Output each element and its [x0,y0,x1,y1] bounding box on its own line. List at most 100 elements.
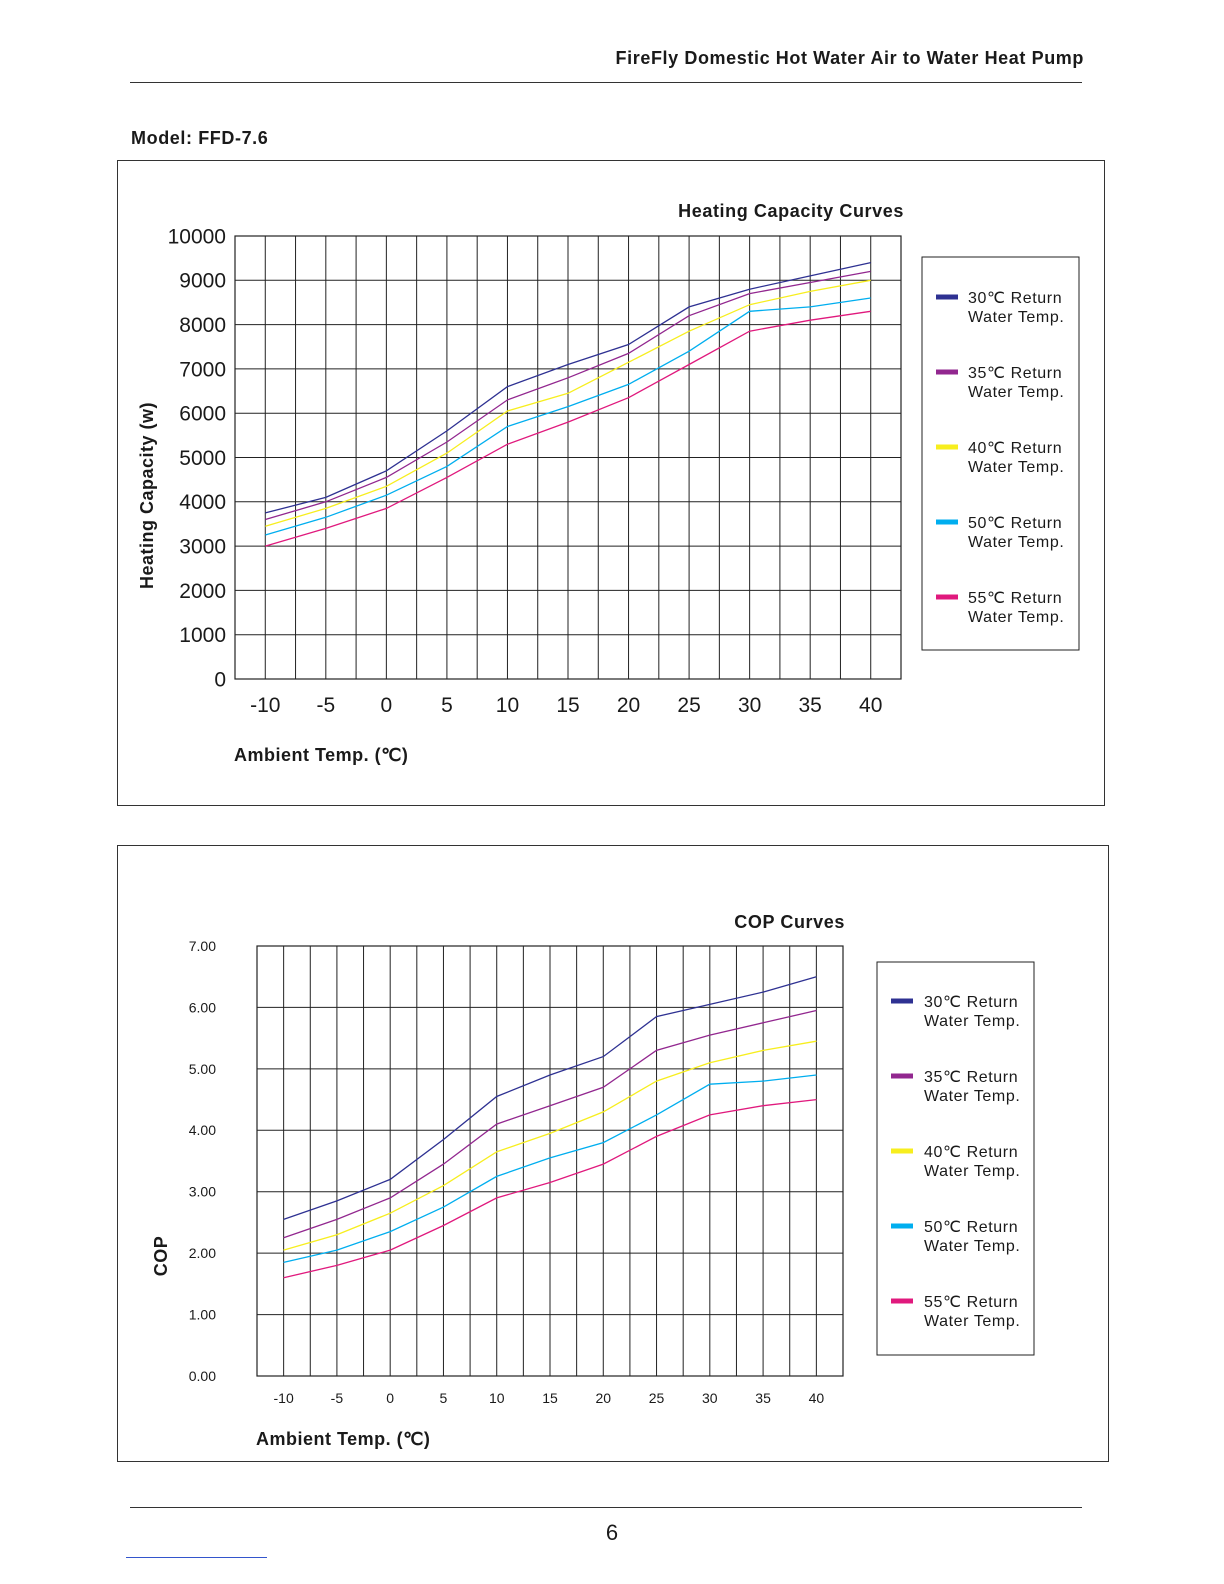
cop-legend-swatch-50 [891,1223,913,1229]
cop-legend-swatch-30 [891,998,913,1004]
heating-legend-box [921,256,1080,651]
cop-chart: COP Curves 0.00 1.00 2.00 3.00 4.00 5.00 6.00 7.… [151,912,1035,1449]
cop-chart-panel: COP Curves 0.00 1.00 2.00 3.00 4.00 5.00 6.00 7.… [117,845,1109,1462]
heating-legend-swatch-50 [936,519,958,525]
cop-x-tick-label: 5 [440,1390,448,1406]
cop-x-tick-label: 30 [702,1390,718,1406]
heating-legend-label-30: 30℃ Return [968,290,1062,307]
cop-x-tick-label: 15 [542,1390,558,1406]
heating-y-tick-label: 1000 [179,624,226,647]
cop-legend-label-55-line2: Water Temp. [924,1313,1020,1330]
footer-rule [130,1507,1082,1508]
heating-y-tick-label: 3000 [179,535,226,558]
cop-y-tick-label: 2.00 [189,1245,216,1261]
heating-legend-swatch-55 [936,594,958,600]
cop-legend-label-30: 30℃ Return [924,994,1018,1011]
cop-legend-label-50-line2: Water Temp. [924,1238,1020,1255]
heating-y-tick-label: 6000 [179,403,226,426]
heating-series-line-55 [265,310,871,547]
heating-x-tick-label: -5 [316,694,335,717]
cop-x-tick-label: 10 [489,1390,505,1406]
heating-y-tick-label: 10000 [168,225,226,248]
model-label: Model: FFD-7.6 [131,128,269,148]
cop-x-tick-label: 25 [649,1390,665,1406]
heating-x-tick-label: -10 [250,694,280,717]
cop-y-tick-label: 0.00 [189,1368,216,1384]
cop-y-tick-label: 3.00 [189,1184,216,1200]
heating-capacity-chart-panel: Heating Capacity Curves 0 1000 2000 3000 4000… [117,160,1105,806]
heating-series-line-50 [265,297,871,536]
heating-x-tick-label: 30 [738,694,761,717]
cop-y-tick-label: 1.00 [189,1306,216,1322]
cop-x-axis-label: Ambient Temp. (℃) [256,1429,430,1449]
heating-y-tick-label: 7000 [179,358,226,381]
cop-legend-swatch-55 [891,1298,913,1304]
cop-legend-label-35-line2: Water Temp. [924,1088,1020,1105]
heating-legend-label-40-line2: Water Temp. [968,459,1064,476]
heating-y-tick-label: 5000 [179,447,226,470]
heating-capacity-chart: Heating Capacity Curves 0 1000 2000 3000 4000… [137,201,1080,765]
heating-series-line-40 [265,279,871,527]
heating-legend-label-35-line2: Water Temp. [968,384,1064,401]
cop-y-tick-label: 6.00 [189,999,216,1015]
heating-y-tick-label: 2000 [179,580,226,603]
cop-series-line-50 [283,1074,817,1264]
heating-x-tick-label: 5 [441,694,453,717]
cop-grid [256,945,844,1377]
cop-series-line-35 [283,1009,817,1239]
heating-y-tick-label: 0 [214,668,226,691]
document-header-title: FireFly Domestic Hot Water Air to Water … [615,48,1084,68]
heating-legend-label-55-line2: Water Temp. [968,609,1064,626]
heating-grid [234,235,902,680]
heating-legend-swatch-40 [936,444,958,450]
heating-x-axis-label: Ambient Temp. (℃) [234,745,408,765]
header-rule [130,82,1082,83]
cop-y-axis-label: COP [151,1236,171,1277]
heating-legend-swatch-30 [936,294,958,300]
heating-legend-label-55: 55℃ Return [968,590,1062,607]
cop-legend-label-40-line2: Water Temp. [924,1163,1020,1180]
cop-legend-label-50: 50℃ Return [924,1219,1018,1236]
heating-x-tick-label: 40 [859,694,882,717]
footer-link-underline [126,1557,267,1558]
heating-legend-label-50: 50℃ Return [968,515,1062,532]
cop-x-tick-label: 40 [809,1390,825,1406]
cop-y-tick-label: 5.00 [189,1061,216,1077]
heating-legend-label-40: 40℃ Return [968,440,1062,457]
cop-x-tick-label: 35 [755,1390,771,1406]
cop-legend-swatch-40 [891,1148,913,1154]
cop-legend-label-55: 55℃ Return [924,1294,1018,1311]
heating-x-tick-label: 10 [496,694,519,717]
heating-chart-title: Heating Capacity Curves [678,201,904,221]
heating-y-tick-label: 9000 [179,270,226,293]
heating-series-line-30 [265,261,871,514]
cop-plot-frame [256,945,844,1377]
cop-legend-label-35: 35℃ Return [924,1069,1018,1086]
cop-chart-title: COP Curves [734,912,845,932]
heating-legend-label-35: 35℃ Return [968,365,1062,382]
cop-y-tick-label: 7.00 [189,938,216,954]
heating-y-tick-label: 8000 [179,314,226,337]
cop-legend-swatch-35 [891,1073,913,1079]
heating-legend-label-50-line2: Water Temp. [968,534,1064,551]
heating-x-tick-label: 35 [799,694,822,717]
heating-x-tick-label: 15 [556,694,579,717]
cop-series-line-30 [283,976,817,1221]
cop-x-tick-label: -10 [274,1390,294,1406]
heating-plot-frame [234,235,902,680]
heating-x-tick-label: 25 [677,694,700,717]
cop-series-line-40 [283,1040,817,1251]
cop-legend-label-40: 40℃ Return [924,1144,1018,1161]
cop-x-tick-label: 20 [595,1390,611,1406]
page-number: 6 [605,1520,619,1545]
cop-y-tick-label: 4.00 [189,1122,216,1138]
heating-x-tick-label: 20 [617,694,640,717]
heating-legend-swatch-35 [936,369,958,375]
cop-legend-label-30-line2: Water Temp. [924,1013,1020,1030]
heating-legend-label-30-line2: Water Temp. [968,309,1064,326]
heating-x-tick-label: 0 [381,694,393,717]
heating-y-tick-label: 4000 [179,491,226,514]
cop-legend-box [876,961,1035,1356]
cop-series-line-55 [283,1098,817,1279]
cop-x-tick-label: -5 [331,1390,344,1406]
